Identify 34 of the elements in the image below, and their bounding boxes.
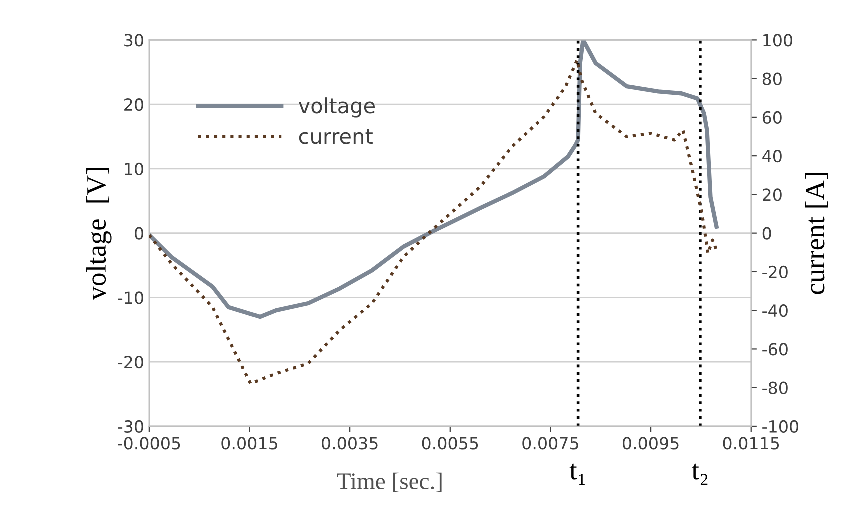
y-tick-label: -20 xyxy=(118,356,144,369)
y2-axis-title: current [A] xyxy=(805,173,828,294)
y-axis-title: voltage [V] xyxy=(86,168,112,300)
y2-tick-label: -60 xyxy=(762,343,788,356)
legend-label: current xyxy=(299,129,373,144)
x-tick-label: 0.0055 xyxy=(422,437,478,450)
y2-tick-label: 100 xyxy=(764,34,792,47)
x-tick-label: -0.0005 xyxy=(118,437,180,450)
y-tick-label: 0 xyxy=(135,227,144,240)
x-tick-label: 0.0015 xyxy=(222,437,278,450)
y2-tick-label: -20 xyxy=(762,266,788,279)
y2-tick-label: -80 xyxy=(762,382,788,394)
x-tick-label: 0.0075 xyxy=(522,437,578,450)
line-series xyxy=(149,58,718,386)
y2-tick-label: 60 xyxy=(762,111,782,124)
y-tick-label: 30 xyxy=(124,34,144,47)
y2-tick-label: 0 xyxy=(762,227,772,240)
y2-tick-label: 20 xyxy=(763,188,782,202)
y-tick-label: -10 xyxy=(118,292,144,304)
x-tick-label: 0.0035 xyxy=(322,437,378,450)
y-tick-label: 10 xyxy=(125,162,144,176)
line-series xyxy=(149,40,719,320)
x-tick-label: 0.0095 xyxy=(622,437,679,450)
ref-line-label: t₁ xyxy=(570,464,586,486)
legend-label: voltage xyxy=(298,98,376,118)
x-tick-label: 0.0115 xyxy=(723,437,780,450)
y2-tick-label: 80 xyxy=(762,72,782,86)
ref-line-label: t₂ xyxy=(692,464,708,486)
y-tick-label: -30 xyxy=(118,420,144,434)
x-axis-title: Time [sec.] xyxy=(337,472,442,492)
y2-tick-label: -40 xyxy=(762,304,788,318)
y2-tick-label: -100 xyxy=(762,420,798,434)
y2-tick-label: 40 xyxy=(762,150,782,163)
y-tick-label: 20 xyxy=(124,98,144,112)
